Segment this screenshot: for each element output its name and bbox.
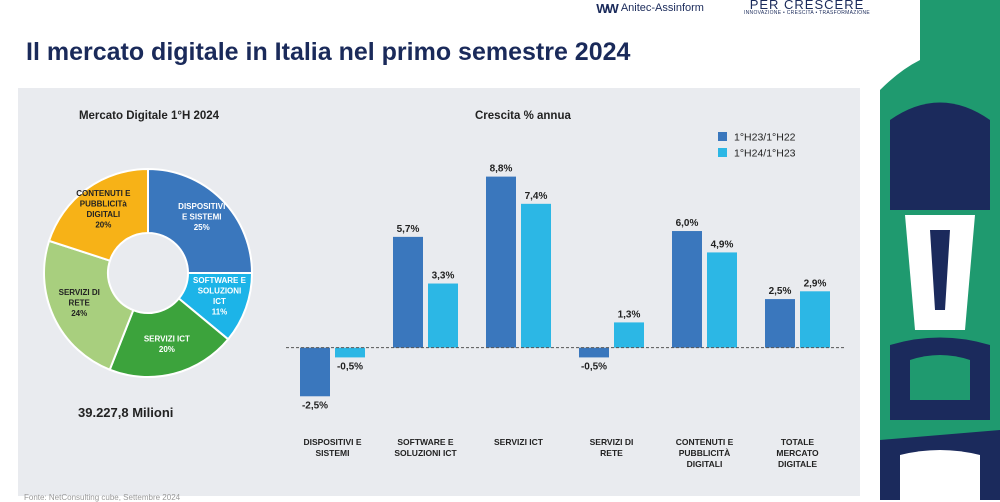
bar-data-label: 6,0% (676, 218, 699, 229)
bar-data-label: 7,4% (525, 191, 548, 202)
bar (300, 347, 330, 397)
bar (521, 203, 551, 348)
bar-data-label: 2,5% (769, 286, 792, 297)
legend-swatch (718, 132, 727, 141)
bar-data-label: 4,9% (711, 239, 734, 250)
donut-slice-label: SERVIZI ICT 20% (144, 334, 190, 354)
bar (428, 283, 458, 348)
donut-slice-label: DISPOSITIVI E SISTEMI 25% (178, 202, 225, 232)
donut-slice-label: SERVIZI DI RETE 24% (59, 288, 100, 318)
bar-data-label: 3,3% (432, 271, 455, 282)
legend-label: 1°H23/1°H22 (734, 132, 796, 144)
bar-data-label: 2,9% (804, 278, 827, 289)
decorative-art (880, 0, 1000, 500)
anitec-mark-icon: WW (596, 0, 619, 16)
bar (486, 176, 516, 348)
donut-slice-label: CONTENUTI E PUBBLICITà DIGITALI 20% (76, 189, 131, 230)
market-total: 39.227,8 Milioni (78, 405, 174, 420)
anitec-logo: WW Anitec-Assinform (596, 1, 704, 16)
header-logos: WW Anitec-Assinform PER CRESCERE INNOVAZ… (596, 0, 870, 16)
charts-svg: DISPOSITIVI E SISTEMI 25% SOFTWARE E SOLUZIO… (43, 132, 844, 469)
bar (614, 322, 644, 348)
bar (393, 236, 423, 348)
bar-data-label: 8,8% (490, 164, 513, 175)
bar-chart-title: Crescita % annua (475, 110, 571, 122)
category-label: DISPOSITIVI E SISTEMI (303, 437, 361, 458)
category-label: TOTALE MERCATO DIGITALE (776, 437, 819, 469)
legend-swatch (718, 148, 727, 157)
category-label: SERVIZI DI RETE (590, 437, 634, 458)
legend-label: 1°H24/1°H23 (734, 148, 796, 160)
bar (800, 291, 830, 348)
donut-slice (147, 167, 254, 274)
category-label: SERVIZI ICT (494, 437, 544, 447)
per-crescere-logo: PER CRESCERE INNOVAZIONE • CRESCITA • TR… (744, 0, 870, 17)
source-note: Fonte: NetConsulting cube, Settembre 202… (24, 493, 181, 502)
bar (672, 231, 702, 348)
category-label: CONTENUTI E PUBBLICITÀ DIGITALI (676, 437, 734, 469)
donut-slice (43, 239, 135, 371)
donut-chart-title: Mercato Digitale 1°H 2024 (78, 110, 220, 122)
per-crescere-text: PER CRESCERE (749, 0, 865, 12)
bar-data-label: 1,3% (618, 309, 641, 320)
bar (335, 347, 365, 358)
bar-data-label: 5,7% (397, 224, 420, 235)
bar (765, 299, 795, 348)
per-crescere-tagline: INNOVAZIONE • CRESCITA • TRASFORMAZIONE (743, 10, 870, 16)
donut-slice (108, 297, 230, 378)
category-label: SOFTWARE E SOLUZIONI ICT (394, 437, 457, 458)
donut-slice-label: SOFTWARE E SOLUZIONI ICT 11% (193, 276, 247, 317)
page-title: Il mercato digitale in Italia nel primo … (26, 38, 631, 66)
bar-data-label: -0,5% (581, 361, 607, 372)
bar (707, 252, 737, 348)
anitec-logo-text: Anitec-Assinform (620, 2, 704, 14)
chart-panel: Mercato Digitale 1°H 2024 Crescita % ann… (18, 88, 860, 496)
bar (579, 347, 609, 358)
bar-data-label: -0,5% (337, 361, 363, 372)
donut-slice (47, 167, 149, 262)
bar-data-label: -2,5% (302, 400, 328, 411)
